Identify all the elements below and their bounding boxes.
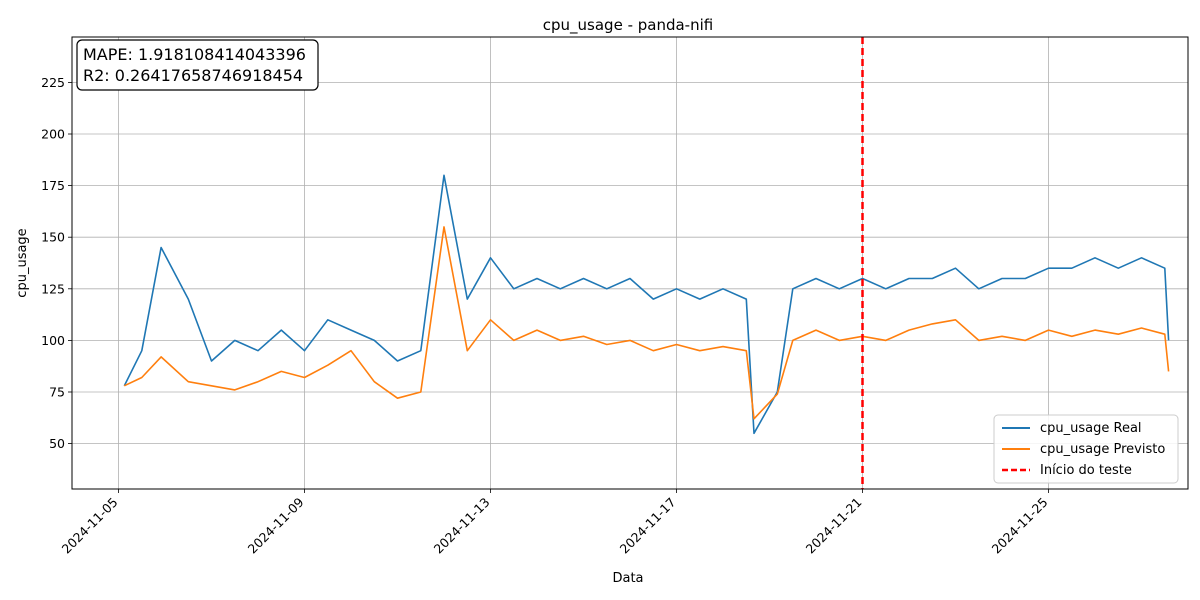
x-tick-label: 2024-11-21 xyxy=(803,495,865,557)
y-tick-label: 125 xyxy=(41,281,65,296)
chart-title: cpu_usage - panda-nifi xyxy=(543,16,713,35)
legend: cpu_usage Real cpu_usage Previsto Início… xyxy=(993,414,1179,484)
y-tick-label: 150 xyxy=(41,230,65,245)
series-previsto-line xyxy=(123,226,1170,420)
y-tick-label: 200 xyxy=(41,127,65,142)
x-tick-label: 2024-11-25 xyxy=(989,495,1051,557)
series-real-line xyxy=(123,174,1170,435)
legend-label-test-start: Início do teste xyxy=(1040,463,1132,478)
series-group xyxy=(123,37,1170,489)
y-tick-label: 50 xyxy=(49,436,65,451)
y-tick-label: 225 xyxy=(41,75,65,90)
metrics-box: MAPE: 1.918108414043396 R2: 0.2641765874… xyxy=(76,39,319,91)
legend-label-previsto: cpu_usage Previsto xyxy=(1040,442,1165,457)
y-tick-label: 100 xyxy=(41,333,65,348)
x-tick-label: 2024-11-17 xyxy=(617,495,679,557)
y-tick-label: 75 xyxy=(49,384,65,399)
x-tick-label: 2024-11-09 xyxy=(245,494,307,556)
metric-mape: MAPE: 1.918108414043396 xyxy=(83,45,306,64)
metric-r2: R2: 0.26417658746918454 xyxy=(83,66,303,85)
legend-label-real: cpu_usage Real xyxy=(1040,421,1142,436)
x-tick-label: 2024-11-13 xyxy=(431,495,493,557)
x-axis-label: Data xyxy=(612,571,643,586)
plot-frame xyxy=(71,36,1189,490)
y-tick-label: 175 xyxy=(41,178,65,193)
y-axis-label: cpu_usage xyxy=(15,228,30,297)
x-tick-label: 2024-11-05 xyxy=(59,495,121,557)
